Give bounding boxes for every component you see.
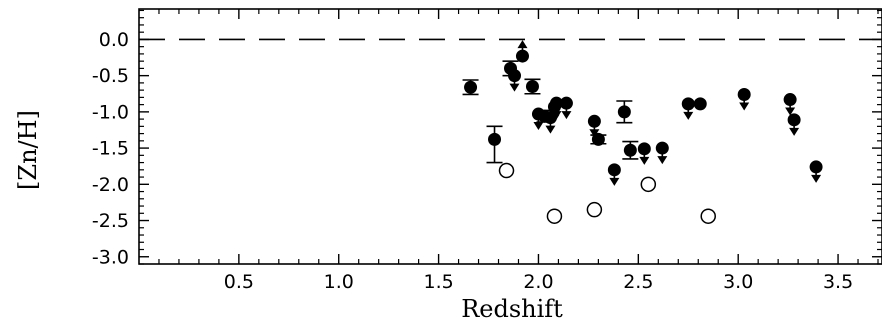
limit-arrow-head bbox=[739, 102, 750, 111]
data-point-filled bbox=[587, 114, 601, 128]
data-point-filled bbox=[655, 141, 669, 155]
data-point-filled bbox=[559, 96, 573, 110]
limit-arrow-head bbox=[657, 156, 668, 165]
y-tick-label: -1.5 bbox=[92, 138, 129, 160]
data-point-filled bbox=[637, 142, 651, 156]
x-tick-label: 1.0 bbox=[324, 271, 354, 293]
data-point-filled bbox=[549, 96, 563, 110]
x-tick-label: 1.5 bbox=[423, 271, 453, 293]
limit-arrow-head bbox=[545, 125, 556, 134]
data-point-filled bbox=[507, 69, 521, 83]
y-tick-label: -2.5 bbox=[92, 210, 129, 232]
data-point-filled bbox=[809, 160, 823, 174]
data-point-filled bbox=[787, 113, 801, 127]
data-point-filled bbox=[693, 97, 707, 111]
data-points bbox=[462, 40, 823, 224]
limit-arrow-head bbox=[551, 111, 562, 120]
limit-arrow-head bbox=[811, 174, 822, 183]
y-tick-label: 0.0 bbox=[99, 29, 129, 51]
limit-arrow-head bbox=[785, 107, 796, 116]
limit-arrow-head bbox=[509, 83, 520, 92]
axis-ticks bbox=[139, 9, 882, 265]
data-point-open bbox=[546, 208, 563, 224]
limit-arrow-head bbox=[533, 122, 544, 131]
y-tick-label: -0.5 bbox=[92, 65, 129, 87]
x-tick-label: 0.5 bbox=[224, 271, 254, 293]
data-point-filled bbox=[525, 80, 539, 94]
limit-arrow-head bbox=[609, 177, 620, 186]
data-point-filled bbox=[591, 132, 605, 146]
data-point-open bbox=[640, 176, 657, 193]
limit-arrow-head bbox=[589, 129, 600, 138]
data-point-open bbox=[700, 208, 716, 224]
x-tick-label: 2.5 bbox=[623, 271, 653, 293]
y-tick-label: -3.0 bbox=[92, 246, 129, 268]
data-point-open bbox=[498, 162, 515, 179]
data-point-filled bbox=[607, 163, 621, 177]
data-point-filled bbox=[737, 87, 751, 101]
y-tick-label: -2.0 bbox=[92, 174, 129, 196]
data-point-filled bbox=[623, 143, 637, 157]
limit-arrow-head bbox=[789, 127, 800, 136]
data-point-filled bbox=[488, 132, 502, 146]
data-point-filled bbox=[617, 105, 631, 119]
x-axis-title: Redshift bbox=[461, 295, 563, 323]
axis-tick-labels: 0.5 1.0 1.5 2.0 2.5 3.0 3.5 0.0 -0.5 -1.0 -1.5 -2.0… bbox=[92, 29, 853, 293]
plot-frame bbox=[138, 8, 882, 265]
limit-arrow-head bbox=[639, 156, 650, 165]
data-point-filled bbox=[515, 49, 529, 63]
y-axis-title: [Zn/H] bbox=[14, 110, 42, 190]
data-point-filled bbox=[783, 93, 797, 107]
data-point-open bbox=[586, 201, 603, 218]
y-tick-label: -1.0 bbox=[92, 101, 129, 123]
limit-arrow-head bbox=[683, 111, 694, 120]
limit-arrow-head bbox=[517, 40, 528, 49]
x-tick-label: 3.0 bbox=[723, 271, 753, 293]
data-point-filled bbox=[681, 97, 695, 111]
data-point-filled bbox=[464, 80, 478, 94]
x-tick-label: 3.5 bbox=[823, 271, 853, 293]
x-tick-label: 2.0 bbox=[523, 271, 553, 293]
limit-arrow-head bbox=[561, 111, 572, 120]
